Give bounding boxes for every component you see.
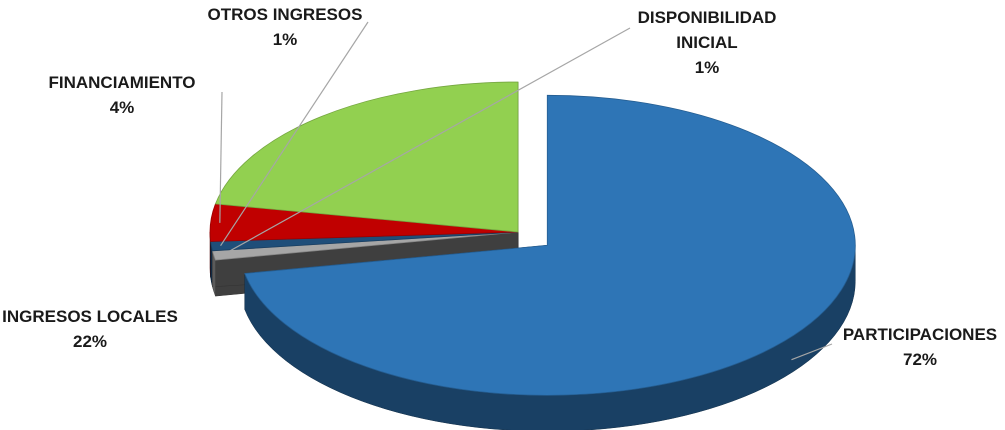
slice-ingresos-locales bbox=[214, 81, 519, 233]
data-label-name-financiamiento: FINANCIAMIENTO bbox=[48, 73, 195, 92]
leader-line-participaciones bbox=[791, 343, 833, 361]
slice-participaciones bbox=[244, 94, 856, 396]
data-labels-group: PARTICIPACIONES 72% DISPONIBILIDAD INICIAL 1… bbox=[2, 5, 997, 369]
leader-line-otros-ingresos bbox=[220, 21, 369, 247]
data-label-value-financiamiento: 4% bbox=[110, 98, 135, 117]
data-label-name-ingresos-locales: INGRESOS LOCALES bbox=[2, 307, 178, 326]
data-label-name-participaciones: PARTICIPACIONES bbox=[843, 325, 997, 344]
data-label-value-participaciones: 72% bbox=[903, 350, 937, 369]
data-label-value-otros-ingresos: 1% bbox=[273, 30, 298, 49]
data-label-value-disponibilidad-inicial: 1% bbox=[695, 58, 720, 77]
leader-lines-group bbox=[219, 21, 833, 361]
pie-top-group bbox=[209, 81, 856, 396]
leader-line-financiamiento bbox=[219, 91, 223, 223]
data-label-name-disponibilidad-inicial: DISPONIBILIDAD bbox=[638, 8, 777, 27]
data-label-value-ingresos-locales: 22% bbox=[73, 332, 107, 351]
leader-line-disponibilidad-inicial bbox=[222, 27, 631, 256]
data-label-name-otros-ingresos: OTROS INGRESOS bbox=[208, 5, 363, 24]
data-label-name-disponibilidad-inicial: INICIAL bbox=[676, 33, 737, 52]
